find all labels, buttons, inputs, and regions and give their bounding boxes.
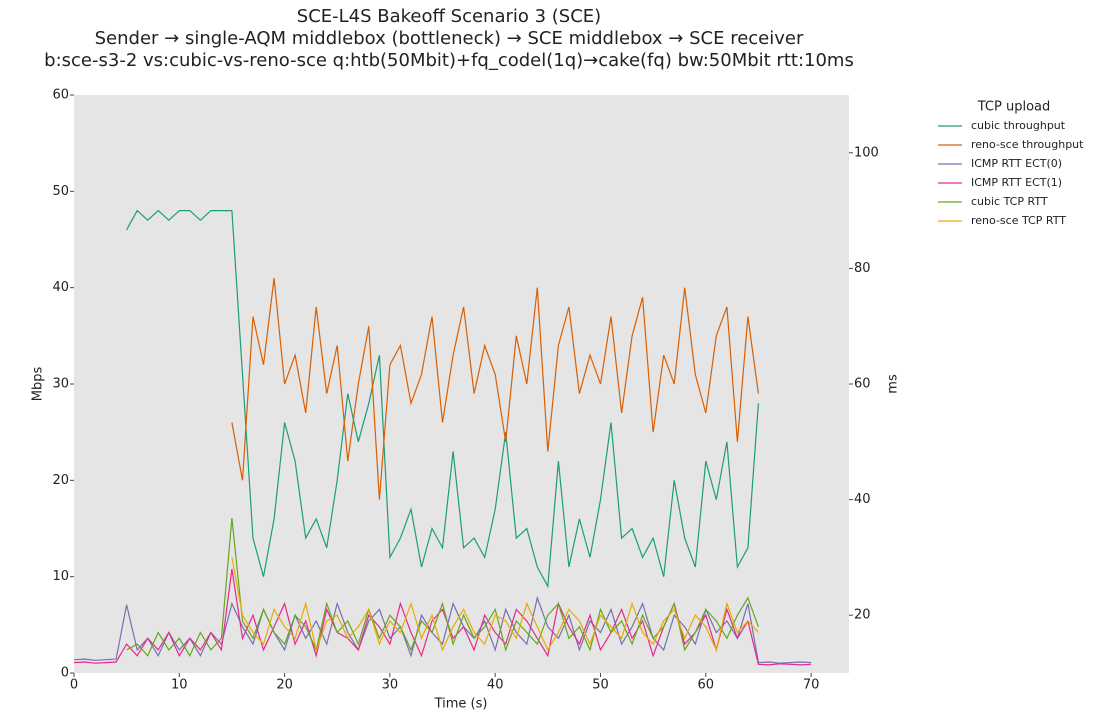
x-tick-label: 70: [803, 678, 820, 693]
y-axis-label: Mbps: [31, 367, 46, 402]
y2-tick-label: 60: [854, 377, 871, 392]
x-tick-label: 50: [592, 678, 609, 693]
series-line: [73, 568, 812, 666]
x-axis-label: Time (s): [434, 697, 488, 712]
y2-tick-label: 40: [854, 492, 871, 507]
x-tick-label: 60: [698, 678, 715, 693]
legend-label: reno-sce throughput: [971, 138, 1084, 151]
chart-subtitle: b:sce-s3-2 vs:cubic-vs-reno-sce q:htb(50…: [44, 50, 854, 71]
chart-title: SCE-L4S Bakeoff Scenario 3 (SCE): [297, 6, 601, 27]
y2-tick-label: 80: [854, 261, 871, 276]
series-line: [126, 209, 759, 589]
y-tick-label: 30: [52, 377, 69, 392]
x-tick-label: 20: [276, 678, 293, 693]
series-line: [126, 518, 759, 657]
plot-area: [74, 95, 849, 673]
legend-title: TCP upload: [977, 100, 1051, 115]
legend-label: cubic TCP RTT: [971, 195, 1048, 208]
y-tick-label: 60: [52, 88, 69, 103]
y-tick-label: 10: [52, 569, 69, 584]
legend-label: reno-sce TCP RTT: [971, 214, 1066, 227]
chart-subtitle: Sender → single-AQM middlebox (bottlenec…: [95, 28, 804, 49]
y-tick-label: 0: [61, 666, 69, 681]
y2-axis-label: ms: [886, 374, 901, 394]
x-tick-label: 0: [70, 678, 78, 693]
y-tick-label: 50: [52, 184, 69, 199]
y2-tick-label: 100: [854, 145, 879, 160]
x-tick-label: 40: [487, 678, 504, 693]
y2-tick-label: 20: [854, 608, 871, 623]
series-line: [231, 557, 759, 653]
x-tick-label: 30: [382, 678, 399, 693]
y-tick-label: 20: [52, 473, 69, 488]
series-line: [73, 595, 812, 664]
legend-label: ICMP RTT ECT(1): [971, 176, 1062, 189]
legend-label: ICMP RTT ECT(0): [971, 157, 1062, 170]
y-tick-label: 40: [52, 280, 69, 295]
series-line: [231, 277, 759, 500]
x-tick-label: 10: [171, 678, 188, 693]
legend-label: cubic throughput: [971, 119, 1066, 132]
